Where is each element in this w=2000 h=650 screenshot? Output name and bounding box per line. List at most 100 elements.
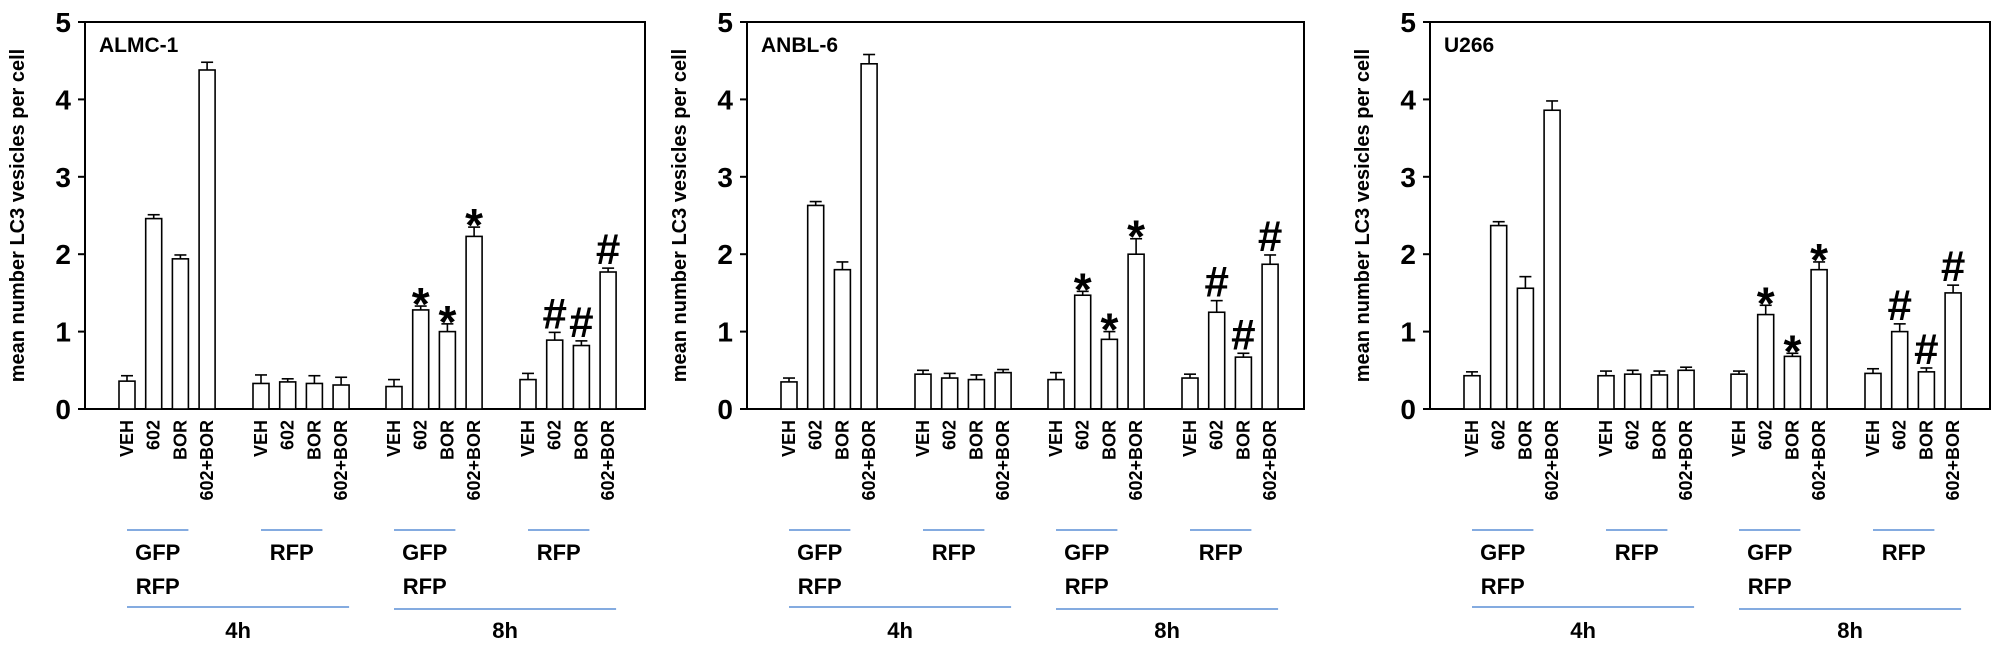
bar bbox=[1543, 109, 1561, 410]
x-tick-label: VEH bbox=[1729, 420, 1749, 457]
x-tick-label: 602 bbox=[806, 420, 826, 450]
significance-hash: # bbox=[542, 289, 566, 338]
x-tick-label: 602 bbox=[278, 420, 298, 450]
x-tick-label: 602+BOR bbox=[859, 420, 879, 501]
bar bbox=[545, 339, 564, 410]
bar bbox=[198, 69, 216, 410]
bar bbox=[332, 384, 350, 410]
x-tick-label: VEH bbox=[1596, 420, 1616, 457]
x-tick-label: VEH bbox=[384, 420, 404, 457]
bar bbox=[1810, 268, 1828, 410]
bar bbox=[1463, 374, 1481, 410]
bar bbox=[1783, 355, 1802, 410]
chart-svg: 0 1 2 3 4 5 mean number LC3 vesicles per cell A… bbox=[7, 7, 646, 643]
group-label: RFP bbox=[798, 574, 842, 599]
group-label: RFP bbox=[1615, 540, 1659, 565]
x-tick-label: BOR bbox=[966, 420, 986, 460]
x-tick-label: 602 bbox=[1073, 420, 1093, 450]
x-tick-label: BOR bbox=[832, 420, 852, 460]
x-tick-label: BOR bbox=[1099, 420, 1119, 460]
bar bbox=[1890, 330, 1909, 410]
y-tick-label: 0 bbox=[717, 394, 733, 425]
x-tick-label: BOR bbox=[1916, 420, 1936, 460]
y-tick-label: 3 bbox=[55, 162, 71, 193]
x-tick-label: 602+BOR bbox=[1542, 420, 1562, 501]
x-tick-label: 602+BOR bbox=[197, 420, 217, 501]
x-tick-label: VEH bbox=[251, 420, 271, 457]
time-label: 4h bbox=[1570, 618, 1596, 643]
plot-frame bbox=[1429, 21, 1991, 410]
bar bbox=[994, 371, 1012, 410]
time-label: 8h bbox=[492, 618, 518, 643]
x-tick-label: 602 bbox=[545, 420, 565, 450]
x-tick-label: 602 bbox=[144, 420, 164, 450]
bar bbox=[1944, 292, 1962, 410]
chart-panel-anbl6: 0 1 2 3 4 5 mean number LC3 vesicles per cell A… bbox=[662, 0, 1322, 645]
group-label: GFP bbox=[402, 540, 447, 565]
y-tick-label: 1 bbox=[1400, 317, 1416, 348]
y-axis-label: mean number LC3 vesicles per cell bbox=[1352, 49, 1374, 383]
bar bbox=[144, 217, 163, 410]
bar bbox=[1073, 294, 1092, 410]
group-label: GFP bbox=[1747, 540, 1792, 565]
x-tick-label: 602 bbox=[411, 420, 431, 450]
bar bbox=[171, 258, 190, 410]
bar bbox=[465, 235, 483, 410]
panel-title: U266 bbox=[1444, 34, 1494, 57]
significance-asterisk: * bbox=[1074, 263, 1092, 315]
bar bbox=[385, 385, 403, 410]
x-tick-label: VEH bbox=[117, 420, 137, 457]
y-axis-label: mean number LC3 vesicles per cell bbox=[7, 49, 29, 383]
x-tick-label: VEH bbox=[518, 420, 538, 457]
bar bbox=[1127, 253, 1145, 410]
bar bbox=[278, 381, 297, 410]
bar bbox=[599, 271, 617, 410]
y-tick-label: 3 bbox=[717, 162, 733, 193]
bar bbox=[940, 377, 959, 410]
y-tick-label: 5 bbox=[717, 7, 733, 38]
x-tick-label: 602 bbox=[1623, 420, 1643, 450]
panel-title: ALMC-1 bbox=[99, 34, 179, 57]
x-tick-label: 602+BOR bbox=[331, 420, 351, 501]
bar bbox=[438, 330, 457, 410]
group-label: GFP bbox=[1064, 540, 1109, 565]
significance-asterisk: * bbox=[412, 278, 430, 330]
y-tick-label: 3 bbox=[1400, 162, 1416, 193]
bar bbox=[780, 381, 798, 410]
x-tick-label: VEH bbox=[1046, 420, 1066, 457]
x-tick-label: VEH bbox=[779, 420, 799, 457]
bar bbox=[914, 373, 932, 410]
bar bbox=[806, 204, 825, 410]
bar bbox=[411, 309, 430, 410]
y-tick-label: 2 bbox=[1400, 239, 1416, 270]
bar bbox=[305, 382, 324, 410]
x-tick-label: VEH bbox=[1462, 420, 1482, 457]
group-label: GFP bbox=[797, 540, 842, 565]
group-label: RFP bbox=[270, 540, 314, 565]
x-tick-label: BOR bbox=[170, 420, 190, 460]
bar bbox=[519, 378, 537, 410]
bar bbox=[1623, 373, 1642, 410]
x-tick-label: VEH bbox=[1180, 420, 1200, 457]
x-tick-label: VEH bbox=[913, 420, 933, 457]
group-label: RFP bbox=[1199, 540, 1243, 565]
significance-hash: # bbox=[569, 298, 593, 347]
bar bbox=[1917, 371, 1936, 410]
group-label: GFP bbox=[1480, 540, 1525, 565]
y-tick-label: 4 bbox=[55, 84, 71, 115]
chart-panel-u266: 0 1 2 3 4 5 mean number LC3 vesicles per cell U… bbox=[1345, 0, 2000, 645]
bar bbox=[1677, 369, 1695, 410]
group-label: RFP bbox=[1748, 574, 1792, 599]
x-tick-label: VEH bbox=[1863, 420, 1883, 457]
x-tick-label: 602+BOR bbox=[1676, 420, 1696, 501]
x-tick-label: 602+BOR bbox=[993, 420, 1013, 501]
plot-frame bbox=[746, 21, 1305, 410]
significance-asterisk: * bbox=[1783, 325, 1801, 377]
x-tick-label: 602+BOR bbox=[1126, 420, 1146, 501]
group-label: RFP bbox=[1481, 574, 1525, 599]
x-tick-label: 602+BOR bbox=[1260, 420, 1280, 501]
bar bbox=[1181, 377, 1199, 410]
time-label: 8h bbox=[1837, 618, 1863, 643]
significance-asterisk: * bbox=[1810, 234, 1828, 286]
y-tick-label: 5 bbox=[55, 7, 71, 38]
